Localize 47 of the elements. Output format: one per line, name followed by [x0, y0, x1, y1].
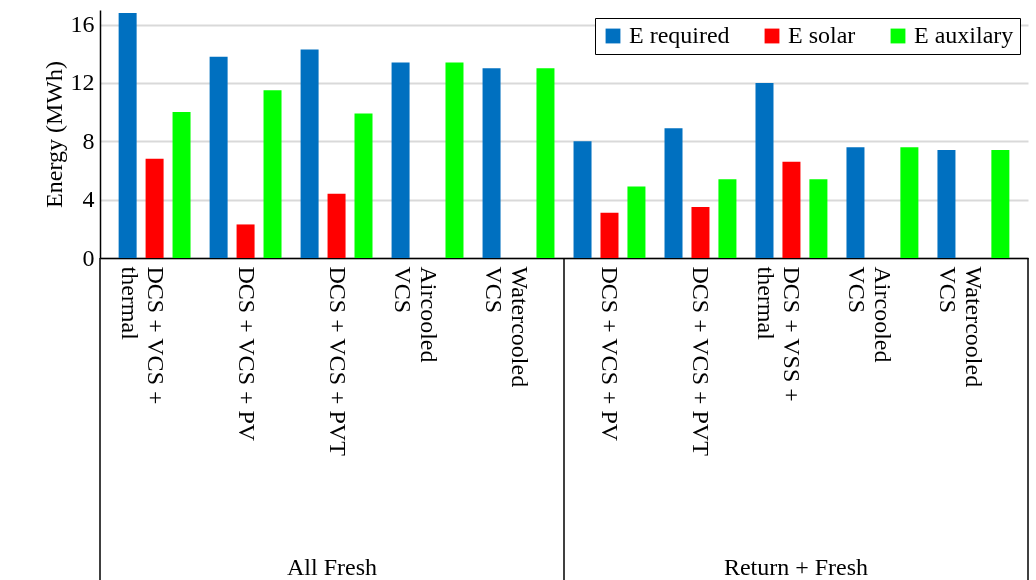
y-tick-label: 0 [82, 244, 95, 271]
bar [445, 62, 464, 258]
x-tick-label: DCS + VCS + PV [233, 266, 260, 442]
x-tick-label: DCS + VCS + PVT [688, 266, 715, 457]
y-tick-label: 8 [82, 127, 95, 154]
bar [755, 82, 774, 258]
x-tick-label: DCS + VCS + PVT [324, 266, 351, 457]
bar [900, 147, 919, 258]
y-axis-title: Energy (MWh) [40, 61, 67, 208]
bar [300, 49, 319, 258]
bar [627, 186, 646, 258]
x-tick-label: DCS + VCS + PV [597, 266, 624, 442]
bar [782, 161, 801, 258]
y-tick-label: 12 [70, 69, 95, 96]
x-tick-label: DCS + VCS + thermal [116, 266, 169, 405]
bar [600, 212, 619, 258]
bar [482, 68, 501, 258]
bar [809, 179, 828, 258]
bar [263, 90, 282, 258]
bar [354, 113, 373, 258]
bar [172, 112, 191, 258]
text: Return + Fresh [723, 554, 869, 580]
x-tick-label: Aircooled VCS [389, 266, 442, 363]
legend-label: E required [629, 22, 730, 48]
bar [991, 150, 1010, 258]
bar [664, 128, 683, 258]
bar [846, 147, 865, 258]
legend-label: E solar [788, 22, 856, 48]
x-tick-label: Watercooled VCS [480, 266, 533, 388]
bar [536, 68, 555, 258]
bar [209, 56, 228, 258]
legend-label: E auxilary [914, 22, 1014, 48]
bar [118, 12, 137, 258]
bar [391, 62, 410, 258]
text: All Fresh [287, 554, 377, 580]
bar [236, 224, 255, 258]
y-tick-label: 4 [82, 186, 95, 213]
bar [327, 193, 346, 258]
bar [937, 150, 956, 258]
bar [573, 141, 592, 258]
bar [145, 158, 164, 258]
x-tick-label: Aircooled VCS [844, 266, 897, 363]
bar [718, 179, 737, 258]
y-tick-label: 16 [70, 11, 95, 38]
x-tick-label: DCS + VSS + thermal [753, 266, 806, 402]
x-tick-label: Watercooled VCS [935, 266, 988, 388]
bar [691, 206, 710, 258]
